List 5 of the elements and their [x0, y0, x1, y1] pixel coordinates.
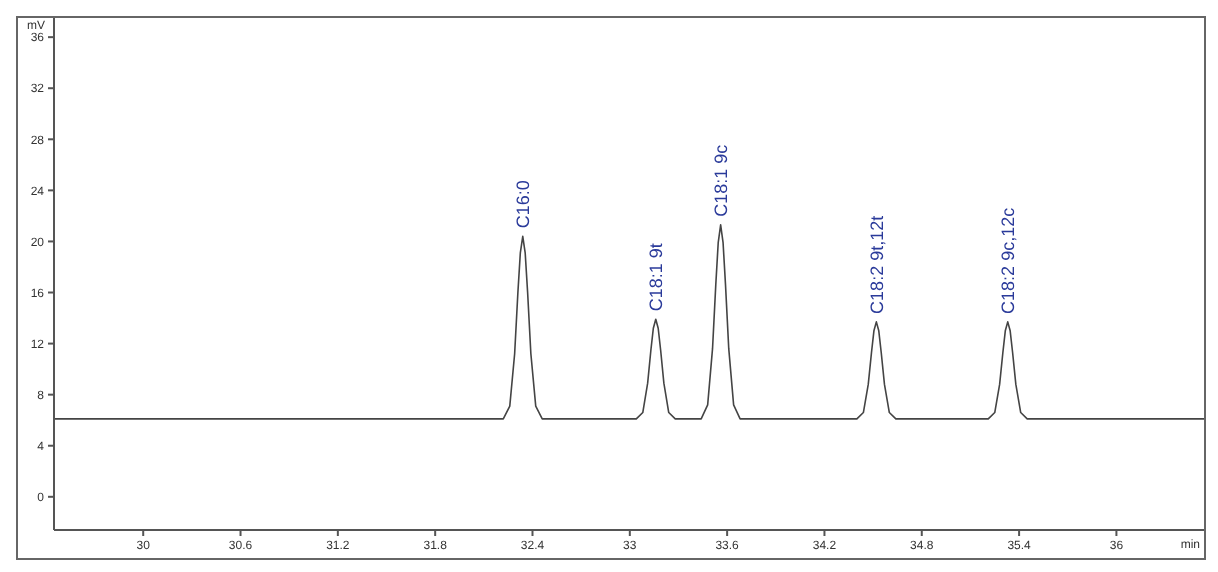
annotation: C16:0: [513, 180, 534, 229]
annotation: C18:2 9c,12c: [998, 206, 1019, 314]
annotation: C18:1 9t: [646, 242, 667, 312]
annotation: C18:2 9t,12t: [866, 214, 887, 314]
annotation: C18:1 9c: [710, 143, 731, 217]
